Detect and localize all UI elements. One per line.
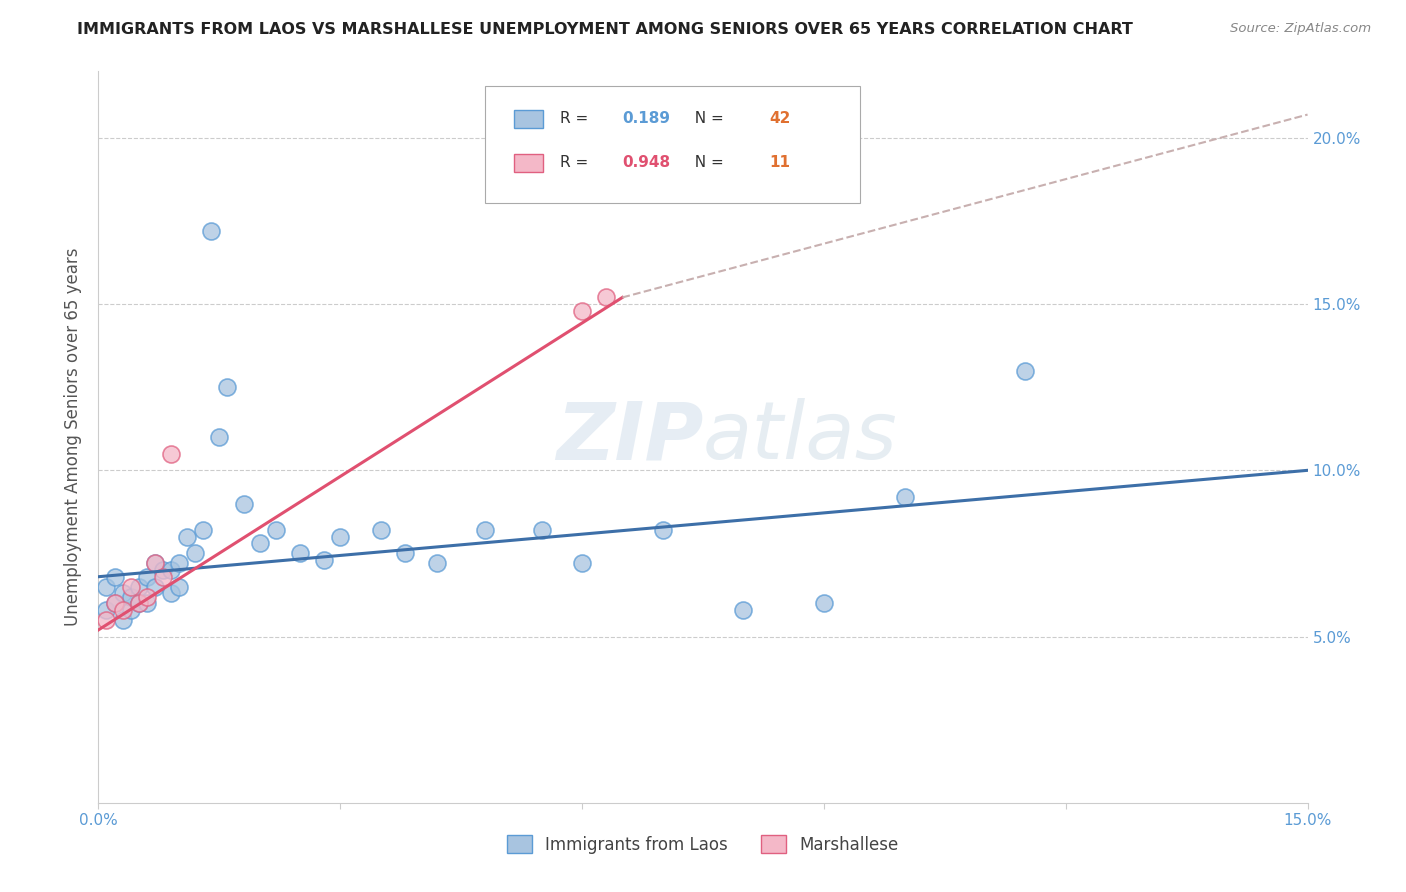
Point: [143, 557, 166, 571]
Point: [152, 570, 174, 584]
Point: [111, 603, 134, 617]
Point: [135, 590, 157, 604]
Point: [128, 596, 150, 610]
Text: atlas: atlas: [703, 398, 898, 476]
Point: [128, 580, 150, 594]
Point: [128, 596, 150, 610]
Point: [143, 557, 166, 571]
Point: [96, 603, 118, 617]
Point: [288, 546, 311, 560]
FancyBboxPatch shape: [515, 154, 543, 171]
FancyBboxPatch shape: [485, 86, 860, 203]
Text: Source: ZipAtlas.com: Source: ZipAtlas.com: [1230, 22, 1371, 36]
Point: [329, 530, 352, 544]
Point: [160, 563, 183, 577]
Point: [143, 580, 166, 594]
Point: [103, 596, 125, 610]
Point: [120, 590, 142, 604]
Point: [152, 563, 174, 577]
Point: [595, 290, 617, 304]
Point: [232, 497, 254, 511]
Y-axis label: Unemployment Among Seniors over 65 years: Unemployment Among Seniors over 65 years: [65, 248, 83, 626]
Point: [217, 380, 239, 394]
Point: [96, 613, 118, 627]
Point: [426, 557, 449, 571]
Point: [103, 596, 125, 610]
Point: [651, 523, 673, 537]
Point: [111, 586, 134, 600]
Point: [314, 553, 336, 567]
Point: [370, 523, 392, 537]
Point: [249, 536, 271, 550]
Point: [120, 603, 142, 617]
Point: [200, 224, 222, 238]
Point: [184, 546, 207, 560]
Text: N =: N =: [685, 112, 728, 127]
Point: [193, 523, 215, 537]
Legend: Immigrants from Laos, Marshallese: Immigrants from Laos, Marshallese: [501, 829, 905, 860]
Text: 42: 42: [769, 112, 792, 127]
Point: [893, 490, 915, 504]
Point: [135, 570, 157, 584]
Point: [1014, 363, 1036, 377]
Point: [103, 570, 125, 584]
Point: [160, 447, 183, 461]
Text: 0.948: 0.948: [621, 155, 671, 170]
Point: [160, 586, 183, 600]
Point: [264, 523, 287, 537]
Point: [394, 546, 416, 560]
Point: [530, 523, 553, 537]
FancyBboxPatch shape: [515, 110, 543, 128]
Point: [111, 613, 134, 627]
Text: ZIP: ZIP: [555, 398, 703, 476]
Point: [176, 530, 198, 544]
Text: N =: N =: [685, 155, 728, 170]
Point: [120, 580, 142, 594]
Point: [135, 596, 157, 610]
Text: 11: 11: [769, 155, 790, 170]
Point: [733, 603, 755, 617]
Text: IMMIGRANTS FROM LAOS VS MARSHALLESE UNEMPLOYMENT AMONG SENIORS OVER 65 YEARS COR: IMMIGRANTS FROM LAOS VS MARSHALLESE UNEM…: [77, 22, 1133, 37]
Point: [571, 303, 593, 318]
Point: [167, 580, 190, 594]
Point: [167, 557, 190, 571]
Point: [813, 596, 835, 610]
Text: 0.189: 0.189: [621, 112, 671, 127]
Text: R =: R =: [561, 112, 593, 127]
Point: [474, 523, 496, 537]
Text: R =: R =: [561, 155, 593, 170]
Point: [208, 430, 231, 444]
Point: [96, 580, 118, 594]
Point: [571, 557, 593, 571]
